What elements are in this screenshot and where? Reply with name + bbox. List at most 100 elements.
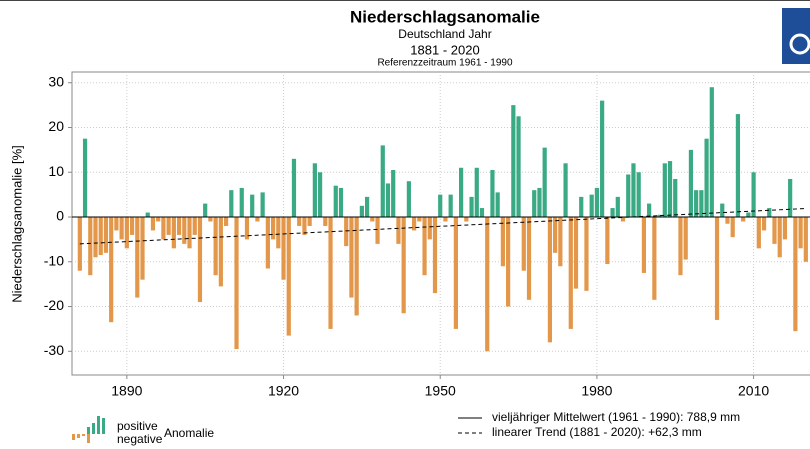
bar (344, 217, 349, 247)
bar (171, 217, 176, 249)
bar (500, 217, 505, 267)
bar (234, 217, 239, 350)
bar (396, 217, 401, 244)
legend-anomaly: Anomalie (164, 426, 214, 440)
bar (673, 178, 678, 218)
bar (323, 217, 328, 226)
bar (176, 217, 182, 235)
bar (286, 217, 291, 336)
bar (506, 217, 511, 307)
bar (788, 178, 793, 218)
x-tick-label: 1950 (425, 383, 456, 399)
bar (620, 217, 626, 222)
bar (777, 217, 782, 258)
bar (354, 217, 359, 316)
bar (161, 217, 166, 240)
bar (589, 194, 594, 218)
bar (485, 217, 490, 352)
bar (443, 217, 448, 222)
legend-mean: vieljähriger Mittelwert (1961 - 1990): 7… (492, 410, 740, 424)
bar (636, 172, 641, 218)
bar (563, 163, 568, 218)
x-tick-label: 2010 (738, 383, 769, 399)
bar (751, 172, 756, 218)
bar (135, 217, 140, 298)
x-tick-label: 1920 (268, 383, 299, 399)
bar (782, 217, 788, 240)
bar (746, 212, 751, 218)
bar (281, 217, 286, 280)
bar (772, 217, 777, 244)
bar (182, 217, 187, 244)
bar (464, 217, 469, 222)
bar (417, 217, 422, 222)
bar (197, 217, 203, 303)
bar (626, 174, 631, 218)
bar (380, 145, 385, 218)
bar (255, 217, 260, 222)
bar (495, 192, 500, 218)
bar (401, 217, 406, 314)
bar (250, 194, 255, 218)
bar (119, 217, 124, 240)
bar (156, 217, 161, 222)
bar (641, 217, 647, 273)
bar (338, 187, 344, 218)
bar (187, 217, 192, 249)
bar (573, 217, 579, 289)
bar (333, 185, 338, 218)
bar (265, 217, 270, 269)
bar (98, 217, 103, 256)
legend-trend: linearer Trend (1881 - 2020): +62,3 mm (492, 425, 702, 439)
bar (662, 163, 667, 218)
bar (291, 158, 297, 218)
bar (422, 217, 427, 276)
bar (77, 217, 82, 271)
bar (735, 114, 741, 218)
bar (600, 100, 605, 218)
bar (657, 214, 662, 218)
bar (694, 190, 699, 218)
bar (427, 217, 432, 240)
bar (767, 208, 772, 218)
bar (307, 217, 312, 226)
bar (547, 217, 552, 343)
bar (720, 203, 725, 218)
bar (317, 172, 323, 218)
bar (145, 212, 150, 218)
bar (328, 217, 333, 329)
bar (479, 208, 485, 218)
bar (579, 196, 584, 218)
bar (229, 190, 234, 218)
y-tick-label: -20 (44, 297, 64, 313)
bar (239, 187, 244, 218)
bar (631, 163, 636, 218)
bar (88, 217, 93, 276)
bar (610, 208, 615, 218)
bar (803, 217, 808, 262)
bar (542, 147, 547, 218)
bar (93, 217, 98, 258)
bar (218, 217, 223, 287)
legend-positive: positive (117, 419, 158, 433)
bar (459, 167, 464, 218)
y-tick-label: 30 (48, 73, 64, 89)
bar (114, 217, 119, 231)
bar (312, 163, 317, 218)
bar (714, 217, 720, 320)
bar (678, 217, 683, 276)
bar (699, 190, 704, 218)
y-tick-label: 0 (56, 208, 64, 224)
y-tick-label: -30 (44, 342, 64, 358)
bar (276, 217, 281, 249)
y-tick-label: 20 (48, 118, 64, 134)
x-tick-label: 1980 (581, 383, 612, 399)
bar (709, 87, 714, 218)
bar (129, 217, 135, 235)
bar (453, 217, 458, 329)
bar (756, 217, 761, 249)
bar (553, 217, 558, 253)
period: 1881 - 2020 (410, 42, 479, 57)
bar (223, 217, 229, 226)
